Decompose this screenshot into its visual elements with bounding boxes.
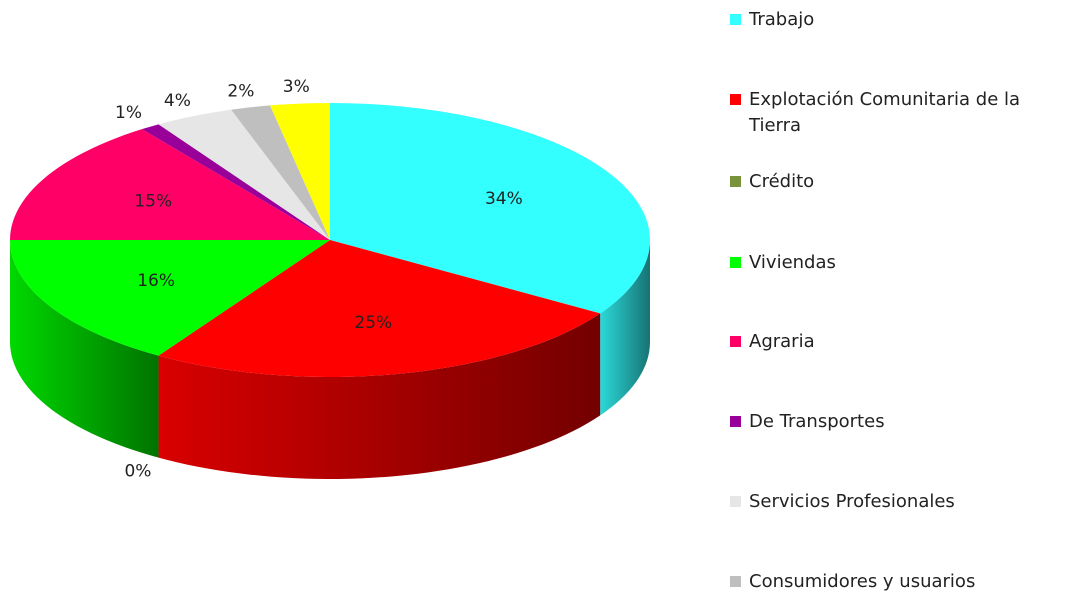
legend-entry: Viviendas bbox=[730, 250, 1050, 276]
legend-label: Viviendas bbox=[749, 252, 836, 273]
legend-swatch bbox=[730, 94, 741, 105]
pie-slice bbox=[141, 124, 330, 240]
legend-swatch bbox=[730, 14, 741, 25]
legend-label: Explotación Comunitaria de la Tierra bbox=[749, 89, 1021, 136]
pie-slice bbox=[10, 240, 330, 356]
legend-swatch bbox=[730, 496, 741, 507]
pie-side bbox=[158, 313, 601, 479]
legend-swatch bbox=[730, 176, 741, 187]
pie-slice bbox=[270, 103, 330, 240]
legend-swatch bbox=[730, 336, 741, 347]
legend-label: De Transportes bbox=[749, 411, 885, 432]
legend-label: Trabajo bbox=[749, 9, 815, 30]
legend-swatch bbox=[730, 416, 741, 427]
data-label: 2% bbox=[227, 81, 254, 101]
legend-entry: Agraria bbox=[730, 329, 1050, 355]
data-label: 16% bbox=[137, 271, 175, 291]
legend-entry: Servicios Profesionales bbox=[730, 489, 1050, 515]
data-label: 0% bbox=[124, 462, 151, 482]
pie-slice bbox=[10, 129, 330, 240]
pie-side bbox=[10, 240, 159, 458]
legend-label: Agraria bbox=[749, 331, 815, 352]
data-label: 4% bbox=[164, 91, 191, 111]
pie-slice bbox=[158, 109, 330, 240]
legend-swatch bbox=[730, 576, 741, 587]
legend-swatch bbox=[730, 257, 741, 268]
legend-entry: Consumidores y usuarios bbox=[730, 569, 1050, 595]
data-label: 25% bbox=[354, 313, 392, 333]
pie-slice bbox=[158, 240, 601, 377]
data-label: 3% bbox=[283, 77, 310, 97]
pie-slice bbox=[231, 105, 330, 241]
legend-entry: De Transportes bbox=[730, 409, 1050, 435]
data-label: 34% bbox=[485, 189, 523, 209]
legend-entry: Explotación Comunitaria de la Tierra bbox=[730, 87, 1050, 139]
legend-label: Consumidores y usuarios bbox=[749, 571, 976, 592]
data-label: 15% bbox=[134, 191, 172, 211]
legend-label: Crédito bbox=[749, 171, 815, 192]
legend-entry: Trabajo bbox=[730, 7, 1050, 33]
legend-entry: Crédito bbox=[730, 169, 1050, 195]
data-label: 1% bbox=[115, 103, 142, 123]
pie-side bbox=[600, 240, 650, 416]
legend-label: Servicios Profesionales bbox=[749, 491, 955, 512]
pie-slice bbox=[330, 103, 650, 314]
